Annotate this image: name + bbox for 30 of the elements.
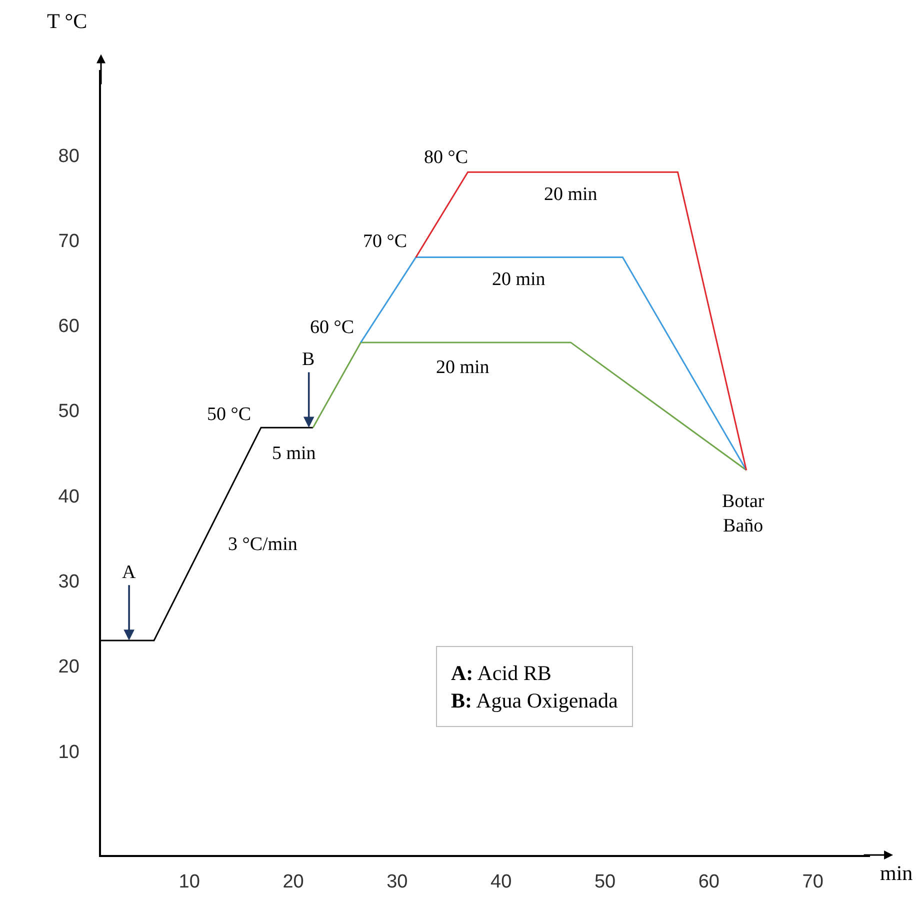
- x-tick-label: 10: [178, 872, 200, 893]
- y-tick-label: 70: [58, 230, 80, 252]
- annotation: 5 min: [272, 443, 316, 464]
- x-tick-label: 30: [386, 872, 408, 893]
- annotation: 80 °C: [424, 147, 468, 168]
- y-tick-label: 30: [58, 572, 80, 592]
- annotation: 60 °C: [310, 317, 354, 338]
- x-axis-title: min: [880, 861, 914, 885]
- annotation: A: [122, 562, 136, 583]
- y-tick-label: 20: [58, 656, 80, 678]
- y-tick-label: 40: [58, 486, 80, 508]
- annotation: 20 min: [492, 269, 546, 290]
- y-tick-label: 10: [58, 742, 80, 763]
- y-tick-label: 50: [58, 401, 80, 422]
- annotation: 20 min: [436, 357, 490, 378]
- annotation: 3 °C/min: [228, 534, 298, 555]
- annotation: 50 °C: [207, 404, 252, 425]
- annotation: 70 °C: [363, 231, 408, 252]
- annotation: Botar Baño: [722, 491, 765, 537]
- annotation: 20 min: [544, 184, 598, 205]
- x-tick-label: 50: [594, 872, 616, 893]
- x-tick-label: 60: [698, 872, 720, 893]
- x-tick-label: 40: [490, 872, 512, 893]
- x-tick-label: 70: [802, 872, 824, 893]
- y-axis-title: T °C: [47, 9, 88, 33]
- annotation: B: [302, 349, 315, 370]
- y-tick-label: 60: [58, 316, 80, 338]
- x-tick-label: 20: [282, 872, 304, 893]
- annotation: A: Acid RB B: Agua Oxigenada: [451, 661, 618, 712]
- y-tick-label: 80: [58, 146, 80, 167]
